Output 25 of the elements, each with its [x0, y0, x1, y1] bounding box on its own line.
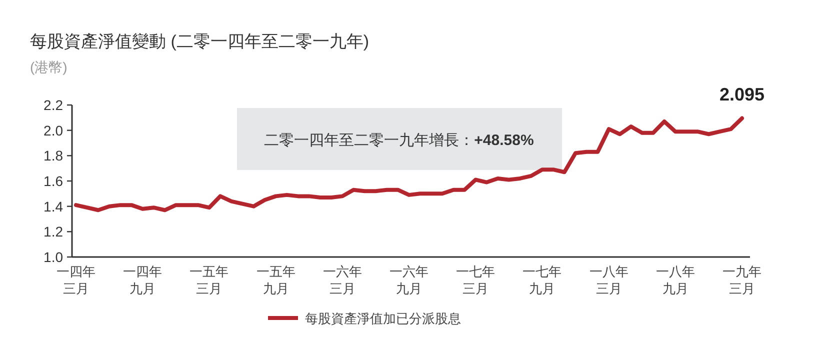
annotation: 二零一四年至二零一九年增長：+48.58% — [264, 132, 534, 149]
y-tick-label: 2.2 — [44, 97, 64, 113]
x-tick-label: 一五年三月 — [190, 264, 229, 296]
y-tick-label: 1.4 — [44, 198, 64, 214]
subtitle: (港幣) — [30, 59, 68, 75]
x-tick-label: 一八年三月 — [589, 264, 628, 296]
x-tick-label: 一七年三月 — [456, 264, 496, 296]
x-tick-label: 一六年三月 — [322, 264, 362, 296]
x-tick-label: 一四年九月 — [123, 264, 162, 296]
title: 每股資產淨值變動 (二零一四年至二零一九年) — [30, 32, 370, 51]
x-tick-label: 一八年九月 — [656, 264, 695, 296]
y-tick-label: 1.2 — [44, 224, 64, 240]
y-tick-label: 1.8 — [44, 148, 64, 164]
legend: 每股資產淨值加已分派股息 — [268, 311, 461, 326]
legend-label: 每股資產淨值加已分派股息 — [305, 311, 461, 326]
x-tick-label: 一七年九月 — [522, 264, 562, 296]
x-tick-label: 一九年三月 — [722, 264, 762, 296]
x-tick-label: 一四年三月 — [56, 264, 96, 296]
annotation: 二零一四年至二零一九年增長：+48.58% — [237, 108, 562, 170]
x-tick-label: 一五年九月 — [256, 264, 296, 296]
y-tick-label: 1.0 — [44, 249, 64, 265]
y-tick-label: 1.6 — [44, 173, 64, 189]
x-tick-label: 一六年九月 — [390, 264, 428, 296]
data-label: 2.095 — [719, 84, 765, 104]
y-tick-label: 2.0 — [44, 122, 64, 138]
